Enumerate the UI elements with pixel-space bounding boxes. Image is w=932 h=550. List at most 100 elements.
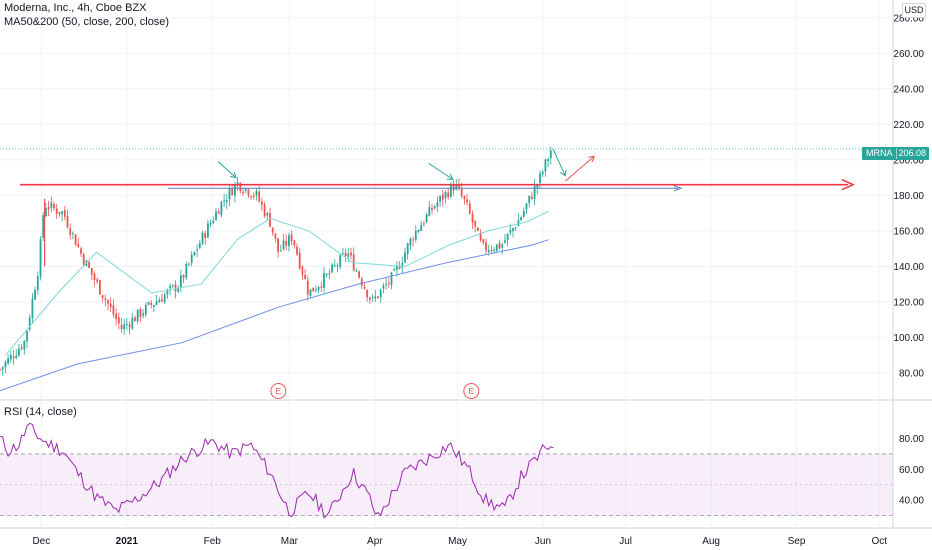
candle-body [425,214,428,223]
candle-body [544,159,547,172]
candle-body [512,228,514,232]
candle-body [301,266,304,275]
candle-body [471,213,474,223]
candle-body [277,238,279,252]
candle-body [166,289,169,295]
candle-body [547,159,549,162]
candle-body [498,242,501,249]
earnings-marker[interactable] [270,383,287,399]
candle-body [34,289,36,300]
candle-body [69,228,72,235]
candle-body [298,252,301,269]
candle-body [423,223,425,225]
breakout-arrow [564,155,595,182]
candle-body [23,340,26,350]
price-tick-label: 280.00 [893,13,924,24]
candle-body [363,287,366,289]
candle-body [131,317,134,329]
candle-body [66,215,69,228]
candle-body [452,184,455,191]
candle-body [36,276,39,291]
candle-body [360,278,363,286]
candle-body [99,280,101,295]
rsi-pane[interactable] [0,422,893,519]
candle-body [209,222,212,225]
candle-body [250,196,252,198]
earnings-marker[interactable] [463,383,480,399]
price-tick-label: 260.00 [893,49,924,60]
candle-body [182,275,185,278]
rsi-tick-label: 40.00 [899,496,924,507]
candle-body [42,215,45,238]
candle-body [231,188,234,196]
candle-body [501,244,504,248]
earnings-marker-label: E [276,386,282,396]
candle-body [242,191,244,193]
candle-body [525,203,528,210]
candle-body [201,232,204,244]
candle-body [101,295,104,299]
candle-body [493,249,495,252]
candle-body [531,196,533,199]
price-tick-label: 160.00 [893,226,924,237]
candle-body [117,317,120,324]
x-tick-label: Mar [281,536,299,547]
candle-body [234,184,236,196]
ma50-line [5,210,549,356]
candle-body [258,191,261,202]
candle-body [58,211,61,215]
pullback-arrow [552,148,566,177]
candle-body [417,230,420,232]
candle-body [355,270,358,272]
candle-body [436,202,439,207]
candle-body [169,286,171,289]
candle-body [347,253,350,257]
candle-body [358,271,360,278]
candle-body [93,273,96,280]
candle-body [61,211,63,215]
peak-arrow-1 [217,161,237,178]
candle-body [431,208,433,210]
candle-body [549,150,552,158]
x-tick-label: 2021 [116,536,139,547]
candle-body [460,188,463,197]
candle-body [520,217,522,221]
candle-body [223,200,225,202]
candle-body [88,262,90,268]
candle-body [45,207,47,217]
chart-title: Moderna, Inc., 4h, Cboe BZX [4,2,147,14]
candle-body [331,264,333,273]
candle-body [296,246,298,255]
ma-indicator-label: MA50&200 (50, close, 200, close) [4,16,170,28]
candle-body [387,282,390,284]
candle-body [333,264,336,266]
candle-body [342,253,344,255]
peak-arrow-1-head [230,171,237,179]
candle-body [509,230,512,233]
candle-body [285,240,288,246]
candle-body [539,173,541,184]
peak-arrow-2 [428,162,454,180]
candle-body [458,183,460,188]
candle-body [12,356,15,358]
price-tick-label: 120.00 [893,297,924,308]
candle-body [468,203,471,214]
rsi-tick-label: 60.00 [899,465,924,476]
earnings-marker-label: E [468,386,474,396]
candle-body [261,201,263,205]
candle-body [63,210,66,217]
candle-body [207,223,209,238]
candle-body [274,233,277,239]
candle-body [504,240,506,243]
candle-body [371,297,374,299]
candle-body [72,232,74,234]
candle-body [142,313,144,316]
candle-body [198,243,201,249]
currency-button[interactable]: USD [902,3,926,18]
candle-body [139,309,142,318]
candle-body [398,266,401,269]
candle-body [104,298,107,300]
candle-body [320,286,323,288]
